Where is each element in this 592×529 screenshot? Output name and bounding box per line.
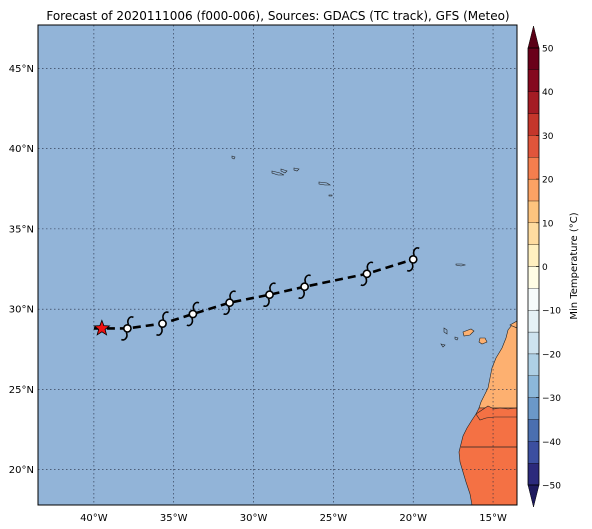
- islands: [231, 155, 488, 348]
- africa-warm-zone: [458, 407, 517, 505]
- ocean: [38, 25, 517, 505]
- colorbar-segment: [527, 266, 540, 289]
- cyclone-icon: [263, 282, 276, 307]
- africa-coast-detail: [475, 405, 517, 421]
- azores-island: [318, 181, 331, 186]
- cyclone-icon: [120, 316, 134, 341]
- canary-island: [454, 336, 459, 341]
- lat-tick-label: 45°N: [9, 64, 34, 75]
- colorbar-segment: [527, 419, 540, 442]
- map-panel: [38, 25, 517, 505]
- colorbar-segment: [527, 462, 540, 486]
- lon-tick-label: 25°W: [320, 513, 348, 524]
- cyclone-icon: [406, 247, 420, 272]
- colorbar-segment: [527, 113, 540, 136]
- colorbar-under-extension: [527, 484, 540, 508]
- cyclone-icon: [186, 301, 200, 327]
- colorbar-segment: [527, 441, 540, 464]
- lat-tick-label: 35°N: [9, 224, 34, 235]
- colorbar-segment: [527, 157, 540, 180]
- lon-tick-label: 15°W: [479, 513, 507, 524]
- africa-landmass: [458, 320, 517, 505]
- track-line: [93, 258, 414, 330]
- azores-island: [328, 194, 333, 197]
- track-markers: [93, 247, 420, 341]
- latitude-tick-labels: 20°N 25°N 30°N 35°N 40°N 45°N: [9, 64, 34, 476]
- azores-island: [293, 167, 300, 172]
- map-frame: [37, 24, 518, 506]
- lat-tick-label: 25°N: [9, 385, 34, 396]
- azores-island: [231, 155, 236, 160]
- canary-island: [462, 328, 475, 337]
- colorbar-segment: [527, 178, 540, 202]
- madeira-island: [455, 263, 467, 267]
- colorbar-segment: [527, 353, 540, 376]
- colorbar-tick-label: −20: [542, 350, 561, 360]
- colorbar-tick-label: −10: [542, 307, 561, 317]
- lon-tick-label: 20°W: [399, 513, 427, 524]
- lat-tick-label: 20°N: [9, 465, 34, 476]
- colorbar-over-extension: [527, 25, 540, 49]
- canary-island: [478, 337, 488, 345]
- colorbar-segment: [527, 222, 540, 245]
- colorbar-tick-label: 20: [542, 176, 554, 186]
- africa-mild-zone: [478, 321, 517, 409]
- iberia-tip: [509, 320, 517, 329]
- cyclone-icon: [298, 274, 312, 299]
- colorbar-tick-label: 50: [542, 45, 554, 55]
- figure-title: Forecast of 2020111006 (f000-006), Sourc…: [46, 9, 509, 23]
- colorbar-tick-label: −50: [542, 482, 561, 492]
- colorbar-segment: [527, 244, 540, 267]
- cyclone-icon: [360, 261, 374, 287]
- colorbar-segment: [527, 47, 540, 71]
- canary-island: [443, 327, 448, 335]
- colorbar-segment: [527, 288, 540, 311]
- cyclone-icon: [223, 290, 237, 315]
- colorbar-tick-label: −30: [542, 394, 561, 404]
- colorbar-label: Min Temperature (°C): [569, 212, 580, 319]
- lon-tick-label: 30°W: [240, 513, 268, 524]
- colorbar-segment: [527, 397, 540, 420]
- colorbar-tick-label: −40: [542, 438, 561, 448]
- lon-tick-label: 35°W: [160, 513, 188, 524]
- graticule: [38, 25, 517, 505]
- colorbar-segment: [527, 91, 540, 114]
- colorbar-tick-label: 40: [542, 88, 554, 98]
- azores-island: [271, 170, 285, 176]
- lon-tick-label: 40°W: [80, 513, 108, 524]
- colorbar-segment: [527, 310, 540, 333]
- colorbar-segment: [527, 375, 540, 398]
- colorbar-tick-label: 10: [542, 219, 554, 229]
- colorbar-segment: [527, 200, 540, 223]
- canary-island: [440, 343, 446, 348]
- longitude-tick-labels: 40°W 35°W 30°W 25°W 20°W 15°W: [80, 513, 507, 524]
- lat-tick-label: 30°N: [9, 305, 34, 316]
- colorbar-tick-label: 30: [542, 132, 554, 142]
- lat-tick-label: 40°N: [9, 144, 34, 155]
- colorbar: −50 −40 −30 −20 −10 0 10 20 30 40 50: [527, 25, 561, 508]
- colorbar-segment: [527, 135, 540, 158]
- cyclone-icon: [156, 311, 169, 336]
- azores-island: [280, 168, 288, 174]
- colorbar-tick-label: 0: [542, 263, 548, 273]
- current-position-star-icon: [93, 319, 111, 336]
- colorbar-segment: [527, 69, 540, 92]
- colorbar-segment: [527, 331, 540, 355]
